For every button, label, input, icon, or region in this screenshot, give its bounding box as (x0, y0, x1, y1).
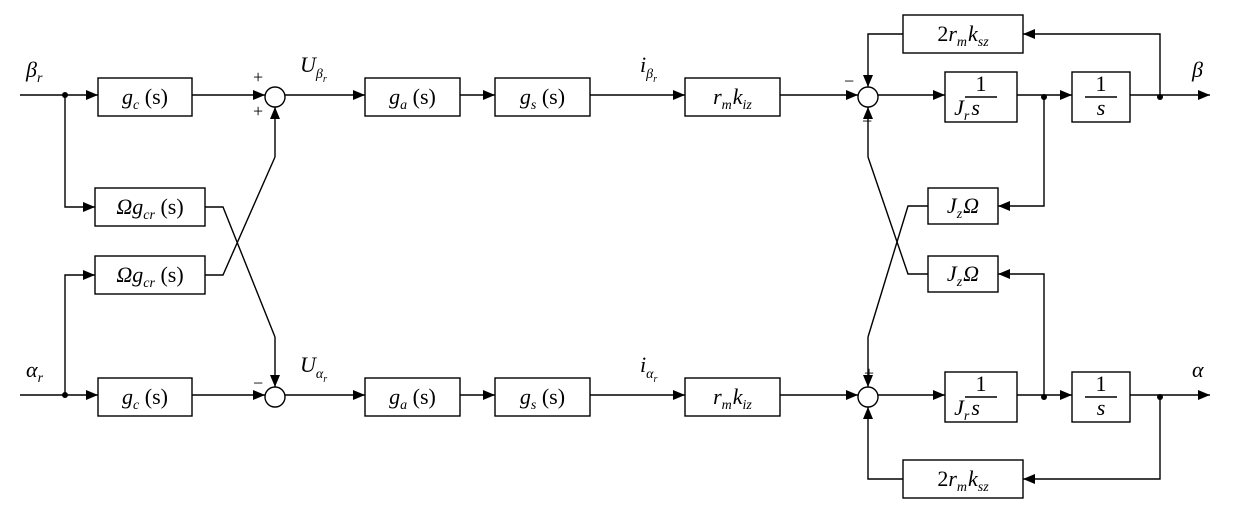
svg-text:iαr: iαr (640, 352, 657, 385)
svg-text:−: − (253, 373, 263, 393)
svg-text:JzΩ: JzΩ (947, 193, 979, 222)
svg-text:gs (s): gs (s) (520, 384, 565, 413)
svg-text:s: s (1097, 395, 1106, 420)
svg-text:βr: βr (25, 57, 43, 86)
svg-text:ga (s): ga (s) (389, 84, 436, 113)
svg-text:1: 1 (976, 71, 987, 96)
svg-text:ga (s): ga (s) (389, 384, 436, 413)
svg-text:gc (s): gc (s) (122, 84, 168, 113)
svg-text:gc (s): gc (s) (122, 384, 168, 413)
svg-text:α: α (1192, 357, 1204, 382)
svg-text:+: + (253, 67, 263, 87)
svg-text:β: β (1191, 57, 1203, 82)
svg-text:s: s (1097, 95, 1106, 120)
svg-text:1: 1 (976, 371, 987, 396)
svg-text:iβr: iβr (640, 52, 657, 85)
svg-text:JzΩ: JzΩ (947, 261, 979, 290)
svg-text:Uαr: Uαr (300, 352, 327, 385)
svg-text:1: 1 (1096, 71, 1107, 96)
svg-text:1: 1 (1096, 371, 1107, 396)
svg-text:+: + (253, 101, 263, 121)
svg-text:Uβr: Uβr (300, 52, 327, 85)
svg-text:gs (s): gs (s) (520, 84, 565, 113)
svg-text:αr: αr (26, 357, 44, 386)
svg-text:−: − (844, 71, 854, 91)
